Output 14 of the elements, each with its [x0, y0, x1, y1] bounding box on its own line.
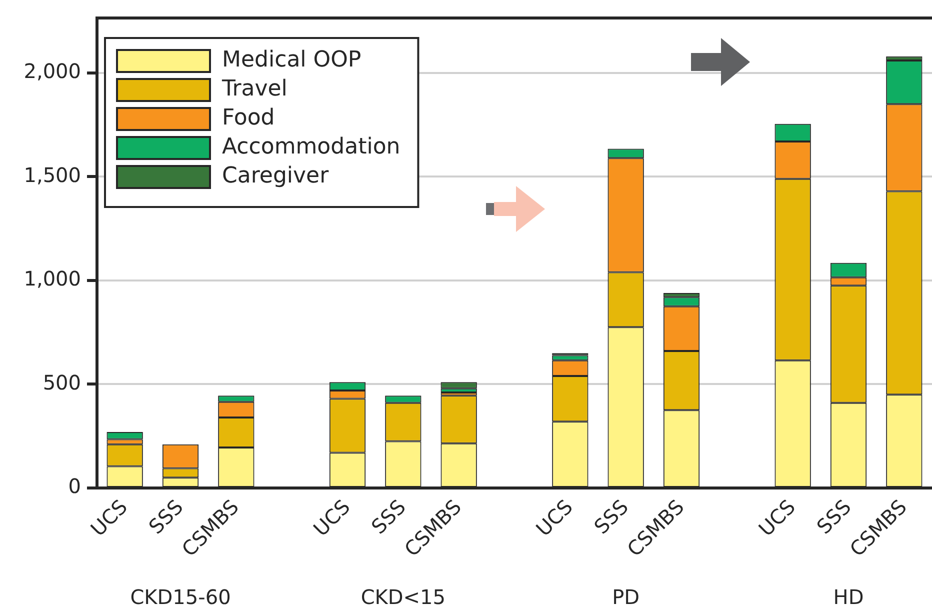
y-tick-label: 2,000 — [24, 59, 81, 84]
legend-label: Medical OOP — [222, 48, 362, 73]
legend-label: Travel — [221, 76, 288, 102]
y-tick-label: 1,000 — [24, 266, 81, 291]
y-tick-label: 500 — [42, 370, 81, 394]
text: HD — [833, 585, 864, 610]
legend-label: Food — [222, 106, 275, 131]
y-tick-label: 0 — [68, 474, 81, 498]
text: PD — [612, 585, 640, 610]
text: CKD<15 — [360, 585, 446, 610]
y-tick-label: 1,500 — [24, 162, 81, 187]
text: CKD15-60 — [130, 585, 231, 610]
legend-label: Accommodation — [222, 134, 400, 160]
legend-label: Caregiver — [222, 164, 330, 189]
